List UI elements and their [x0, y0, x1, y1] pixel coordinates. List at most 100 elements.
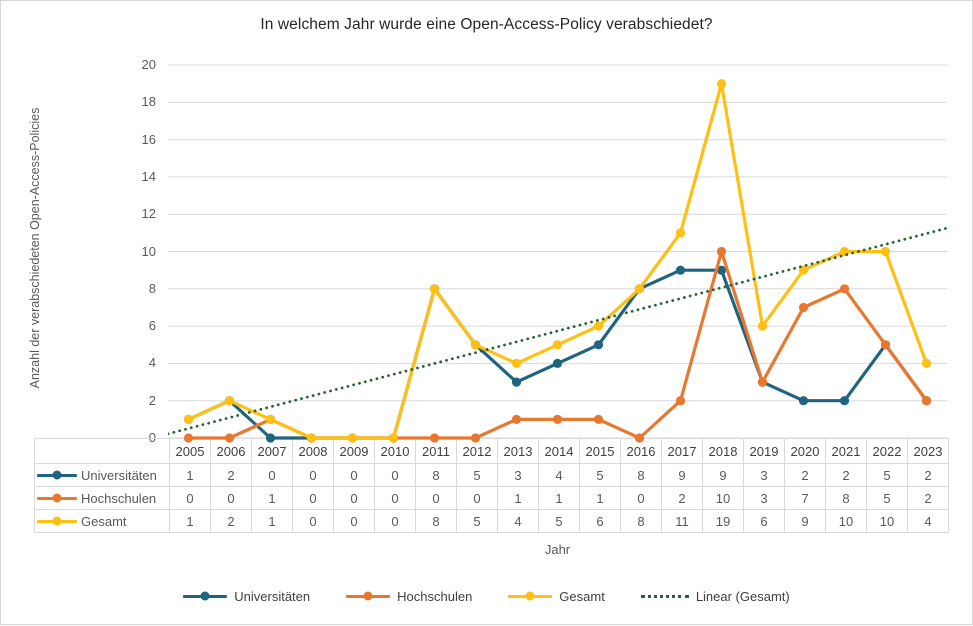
series-name: Universitäten: [81, 467, 157, 483]
year-header-cell: 2008: [292, 438, 334, 464]
value-cell: 0: [456, 486, 498, 510]
year-header-cell: 2005: [169, 438, 211, 464]
value-cell: 0: [251, 463, 293, 487]
value-cell: 8: [620, 463, 662, 487]
series-line-universitaeten: [186, 268, 929, 440]
series-marker-gesamt: [265, 414, 276, 424]
value-cell: 8: [415, 463, 457, 487]
series-marker-hochschulen: [716, 246, 727, 257]
value-cell: 0: [292, 463, 334, 487]
series-marker-gesamt: [798, 265, 809, 275]
value-cell: 2: [210, 509, 252, 533]
legend-item-linear-gesamt: Linear (Gesamt): [640, 589, 790, 604]
series-marker-universitaeten: [716, 265, 727, 275]
year-header-cell: 2022: [866, 438, 908, 464]
value-cell: 8: [620, 509, 662, 533]
trendline-key-icon: [640, 594, 689, 598]
y-tick-label: 8: [148, 280, 156, 296]
year-header-cell: 2009: [333, 438, 375, 464]
series-marker-hochschulen: [921, 396, 932, 406]
value-cell: 1: [251, 509, 293, 533]
value-cell: 6: [579, 509, 621, 533]
year-header-cell: 2012: [456, 438, 498, 464]
series-key-icon: [346, 591, 391, 601]
y-tick-label: 16: [141, 131, 156, 147]
value-cell: 8: [825, 486, 867, 510]
series-marker-universitaeten: [511, 377, 522, 387]
series-marker-hochschulen: [552, 414, 563, 424]
series-line-gesamt: [186, 82, 929, 440]
series-marker-icon: [52, 470, 62, 480]
y-tick-label: 14: [141, 168, 156, 184]
series-marker-icon: [525, 591, 535, 601]
series-marker-icon: [363, 591, 373, 601]
series-key-icon: [508, 591, 553, 601]
legend-item-hochschulen: Hochschulen: [346, 589, 472, 604]
value-cell: 10: [825, 509, 867, 533]
table-corner-cell: [34, 438, 170, 464]
value-cell: 4: [538, 463, 580, 487]
value-cell: 19: [702, 509, 744, 533]
value-cell: 0: [333, 463, 375, 487]
series-marker-hochschulen: [593, 414, 604, 424]
series-name: Gesamt: [81, 513, 127, 529]
value-cell: 4: [497, 509, 539, 533]
series-marker-hochschulen: [757, 377, 768, 387]
year-header-cell: 2023: [907, 438, 949, 464]
chart-title: In welchem Jahr wurde eine Open-Access-P…: [260, 16, 713, 33]
value-cell: 5: [456, 509, 498, 533]
value-cell: 0: [169, 486, 211, 510]
series-label-cell: Hochschulen: [34, 486, 170, 510]
series-key-icon: [37, 516, 77, 526]
value-cell: 5: [866, 463, 908, 487]
series-marker-icon: [52, 493, 62, 503]
value-cell: 0: [374, 463, 416, 487]
series-marker-universitaeten: [183, 414, 194, 424]
value-cell: 5: [456, 463, 498, 487]
series-marker-gesamt: [880, 246, 891, 257]
value-cell: 1: [169, 509, 211, 533]
value-cell: 1: [169, 463, 211, 487]
legend-item-gesamt: Gesamt: [508, 589, 605, 604]
value-cell: 5: [579, 463, 621, 487]
series-marker-universitaeten: [224, 396, 235, 406]
value-cell: 10: [866, 509, 908, 533]
year-header-cell: 2014: [538, 438, 580, 464]
series-marker-hochschulen: [839, 284, 850, 294]
series-label-cell: Gesamt: [34, 509, 170, 533]
value-cell: 0: [333, 509, 375, 533]
series-marker-gesamt: [552, 340, 563, 350]
series-marker-gesamt: [593, 321, 604, 331]
value-cell: 5: [866, 486, 908, 510]
table-row: Gesamt 1 2 1 0 0 0 8 5 4 5 6 8 11 19 6 9 10 10 4: [34, 509, 949, 533]
year-header-cell: 2017: [661, 438, 703, 464]
x-axis-title: Jahr: [544, 542, 571, 557]
series-label-cell: Universitäten: [34, 463, 170, 487]
value-cell: 8: [415, 509, 457, 533]
value-cell: 0: [292, 486, 334, 510]
value-cell: 1: [251, 486, 293, 510]
series-marker-gesamt: [757, 321, 768, 331]
value-cell: 0: [374, 486, 416, 510]
series-marker-universitaeten: [552, 358, 563, 368]
series-marker-hochschulen: [511, 414, 522, 424]
series-marker-gesamt: [921, 358, 932, 368]
table-row: Hochschulen 0 0 1 0 0 0 0 0 1 1 1 0 2 10 3 7 8 5 2: [34, 486, 949, 510]
year-header-cell: 2021: [825, 438, 867, 464]
value-cell: 5: [538, 509, 580, 533]
series-marker-hochschulen: [265, 414, 276, 424]
data-table-grid: 2005 2006 2007 2008 2009 2010 2011 2012 2013 2014…: [34, 438, 949, 533]
value-cell: 0: [333, 486, 375, 510]
value-cell: 2: [907, 463, 949, 487]
value-cell: 3: [743, 486, 785, 510]
y-tick-label: 20: [141, 57, 156, 72]
series-marker-gesamt: [470, 340, 481, 350]
legend-item-universitaeten: Universitäten: [183, 589, 310, 604]
series-name: Hochschulen: [81, 490, 157, 506]
value-cell: 1: [579, 486, 621, 510]
series-marker-gesamt: [511, 358, 522, 368]
y-tick-label: 18: [141, 94, 156, 110]
series-marker-universitaeten: [634, 284, 645, 294]
value-cell: 4: [907, 509, 949, 533]
